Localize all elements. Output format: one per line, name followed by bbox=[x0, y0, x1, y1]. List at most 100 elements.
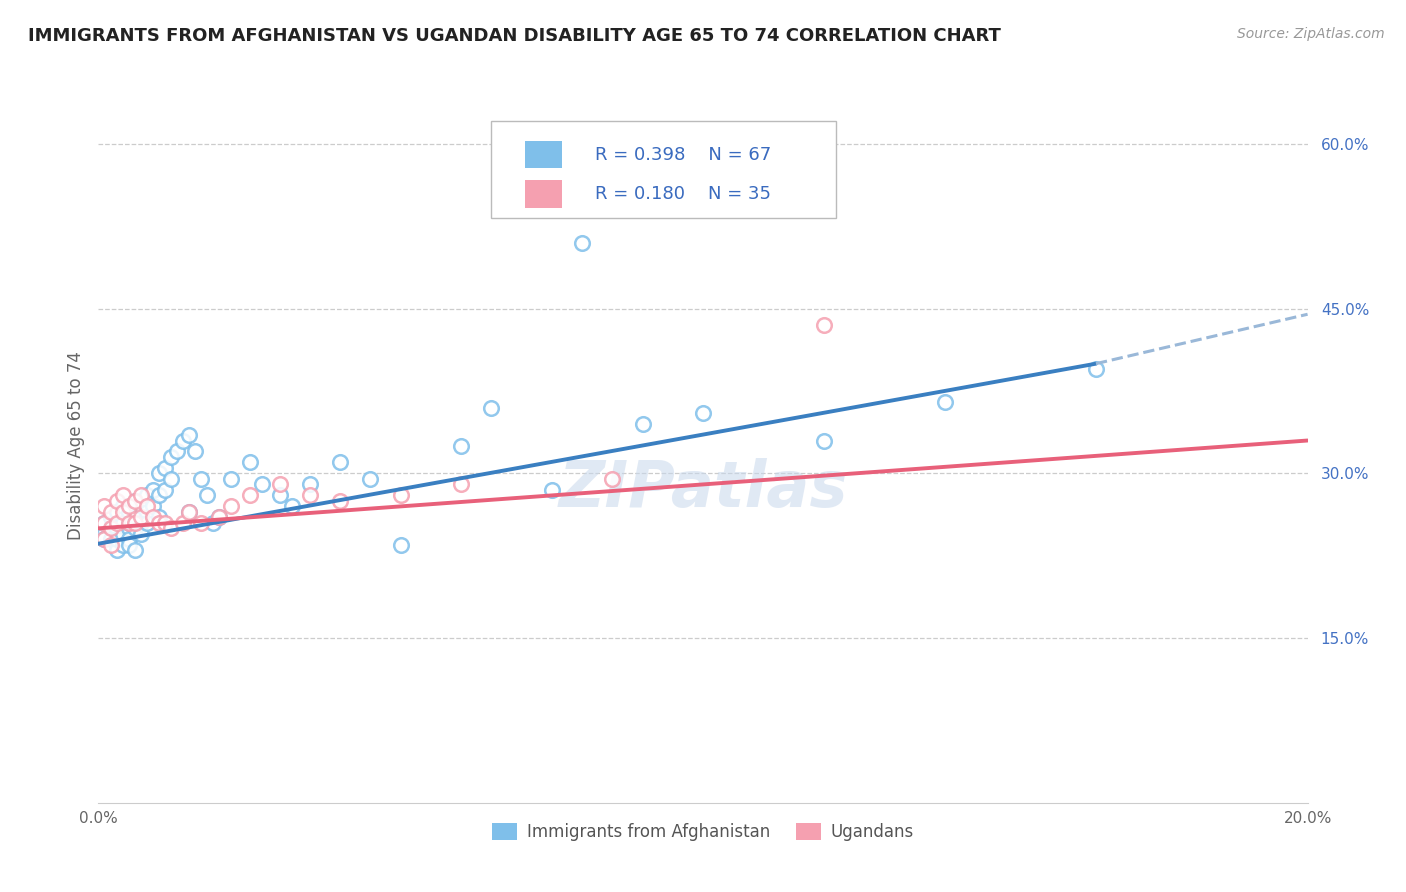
Point bbox=[111, 505, 134, 519]
Point bbox=[93, 500, 115, 514]
Point bbox=[129, 488, 152, 502]
Point bbox=[166, 444, 188, 458]
Point bbox=[813, 434, 835, 448]
Text: Source: ZipAtlas.com: Source: ZipAtlas.com bbox=[1237, 27, 1385, 41]
Point bbox=[389, 538, 412, 552]
Point bbox=[202, 516, 225, 530]
Point bbox=[389, 488, 412, 502]
Point bbox=[124, 510, 146, 524]
Point bbox=[129, 510, 152, 524]
Point bbox=[160, 450, 183, 464]
Point bbox=[124, 543, 146, 558]
Point bbox=[100, 533, 122, 547]
Point bbox=[934, 395, 956, 409]
Point bbox=[129, 526, 152, 541]
Point bbox=[148, 488, 170, 502]
Bar bbox=[526, 141, 561, 169]
Point bbox=[118, 516, 141, 530]
Point bbox=[631, 417, 654, 431]
Legend: Immigrants from Afghanistan, Ugandans: Immigrants from Afghanistan, Ugandans bbox=[485, 816, 921, 848]
Point bbox=[142, 510, 165, 524]
Point bbox=[221, 500, 243, 514]
Point bbox=[100, 510, 122, 524]
Point bbox=[118, 533, 141, 547]
Point bbox=[148, 467, 170, 481]
Point bbox=[571, 235, 593, 250]
Point bbox=[299, 488, 322, 502]
Point bbox=[100, 521, 122, 535]
Text: IMMIGRANTS FROM AFGHANISTAN VS UGANDAN DISABILITY AGE 65 TO 74 CORRELATION CHART: IMMIGRANTS FROM AFGHANISTAN VS UGANDAN D… bbox=[28, 27, 1001, 45]
Point bbox=[281, 500, 304, 514]
Point bbox=[153, 461, 176, 475]
Point bbox=[208, 510, 231, 524]
Point bbox=[105, 526, 128, 541]
Point bbox=[179, 428, 201, 442]
Point bbox=[129, 516, 152, 530]
Point bbox=[111, 500, 134, 514]
Point bbox=[105, 505, 128, 519]
Point bbox=[118, 500, 141, 514]
Point bbox=[329, 494, 352, 508]
Point bbox=[221, 472, 243, 486]
Point bbox=[93, 533, 115, 547]
Point bbox=[124, 494, 146, 508]
Point bbox=[93, 516, 115, 530]
Point bbox=[239, 488, 262, 502]
Point bbox=[100, 521, 122, 535]
Point bbox=[111, 526, 134, 541]
Point bbox=[129, 500, 152, 514]
Point bbox=[111, 516, 134, 530]
Point bbox=[153, 516, 176, 530]
Point bbox=[124, 521, 146, 535]
Point bbox=[239, 455, 262, 469]
Point bbox=[111, 488, 134, 502]
FancyBboxPatch shape bbox=[492, 121, 837, 218]
Point bbox=[208, 510, 231, 524]
Point bbox=[602, 472, 624, 486]
Point bbox=[118, 505, 141, 519]
Point bbox=[105, 543, 128, 558]
Text: R = 0.180    N = 35: R = 0.180 N = 35 bbox=[595, 186, 772, 203]
Point bbox=[481, 401, 503, 415]
Point bbox=[105, 494, 128, 508]
Point bbox=[111, 538, 134, 552]
Point bbox=[124, 516, 146, 530]
Point bbox=[142, 500, 165, 514]
Text: R = 0.398    N = 67: R = 0.398 N = 67 bbox=[595, 145, 772, 164]
Point bbox=[195, 488, 218, 502]
Point bbox=[105, 521, 128, 535]
Point bbox=[105, 516, 128, 530]
Point bbox=[100, 538, 122, 552]
Point bbox=[269, 477, 291, 491]
Point bbox=[160, 521, 183, 535]
Point bbox=[124, 494, 146, 508]
Point bbox=[100, 510, 122, 524]
Point bbox=[692, 406, 714, 420]
Point bbox=[135, 516, 157, 530]
Point bbox=[190, 516, 212, 530]
Point bbox=[142, 483, 165, 497]
Point bbox=[450, 439, 472, 453]
Point bbox=[179, 505, 201, 519]
Point bbox=[93, 516, 115, 530]
Point bbox=[118, 538, 141, 552]
Text: ZIPatlas: ZIPatlas bbox=[558, 458, 848, 520]
Point bbox=[510, 181, 533, 195]
Point bbox=[153, 483, 176, 497]
Point bbox=[190, 472, 212, 486]
Point bbox=[172, 434, 194, 448]
Bar bbox=[526, 180, 561, 208]
Point bbox=[118, 521, 141, 535]
Point bbox=[269, 488, 291, 502]
Point bbox=[148, 510, 170, 524]
Point bbox=[93, 533, 115, 547]
Point bbox=[172, 516, 194, 530]
Point bbox=[105, 533, 128, 547]
Point bbox=[160, 472, 183, 486]
Point bbox=[100, 505, 122, 519]
Point bbox=[118, 516, 141, 530]
Point bbox=[135, 505, 157, 519]
Point bbox=[135, 488, 157, 502]
Y-axis label: Disability Age 65 to 74: Disability Age 65 to 74 bbox=[66, 351, 84, 541]
Point bbox=[813, 318, 835, 333]
